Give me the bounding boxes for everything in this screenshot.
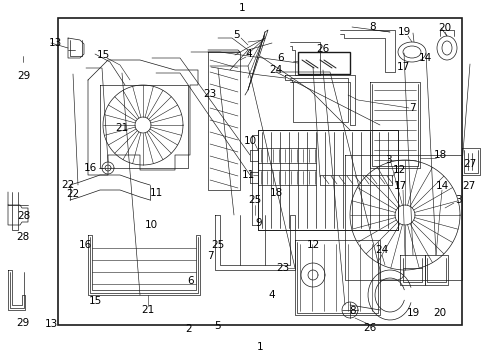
Text: 24: 24 bbox=[375, 245, 388, 255]
Text: 17: 17 bbox=[392, 181, 406, 191]
Text: 27: 27 bbox=[462, 159, 475, 169]
Text: 6: 6 bbox=[277, 53, 284, 63]
Text: 11: 11 bbox=[241, 170, 254, 180]
Text: 22: 22 bbox=[61, 180, 75, 190]
Text: 5: 5 bbox=[214, 321, 221, 331]
Text: 3: 3 bbox=[385, 155, 391, 165]
Text: 4: 4 bbox=[267, 290, 274, 300]
Text: 21: 21 bbox=[141, 305, 154, 315]
Bar bbox=[58, 18, 461, 325]
Text: 22: 22 bbox=[66, 189, 80, 199]
Text: 23: 23 bbox=[203, 89, 217, 99]
Text: 25: 25 bbox=[248, 195, 261, 205]
Text: 7: 7 bbox=[206, 251, 213, 261]
Text: 29: 29 bbox=[16, 318, 30, 328]
Text: 10: 10 bbox=[145, 220, 158, 230]
Text: 15: 15 bbox=[96, 50, 109, 60]
Text: 21: 21 bbox=[115, 123, 129, 133]
Text: 13: 13 bbox=[48, 38, 61, 48]
Text: 8: 8 bbox=[348, 306, 355, 316]
Text: 1: 1 bbox=[238, 3, 245, 13]
Text: 4: 4 bbox=[245, 49, 252, 59]
Text: 20: 20 bbox=[433, 308, 446, 318]
Text: 28: 28 bbox=[17, 211, 30, 221]
Text: 16: 16 bbox=[83, 163, 97, 173]
Text: 8: 8 bbox=[369, 22, 376, 32]
Text: 28: 28 bbox=[16, 232, 30, 242]
Text: 12: 12 bbox=[305, 240, 319, 250]
Text: 2: 2 bbox=[184, 324, 191, 334]
Text: 1: 1 bbox=[256, 342, 263, 352]
Text: 19: 19 bbox=[406, 308, 419, 318]
Text: 7: 7 bbox=[408, 103, 414, 113]
Text: 13: 13 bbox=[44, 319, 58, 329]
Text: 26: 26 bbox=[363, 323, 376, 333]
Text: 18: 18 bbox=[432, 150, 446, 160]
Text: 12: 12 bbox=[391, 165, 405, 175]
Text: 5: 5 bbox=[233, 30, 240, 40]
Text: 29: 29 bbox=[17, 71, 30, 81]
Text: 26: 26 bbox=[315, 44, 329, 54]
Text: 17: 17 bbox=[396, 62, 409, 72]
Text: 19: 19 bbox=[397, 27, 410, 37]
Text: 15: 15 bbox=[88, 296, 102, 306]
Text: 27: 27 bbox=[462, 181, 475, 191]
Text: 11: 11 bbox=[149, 188, 163, 198]
Text: 18: 18 bbox=[269, 188, 283, 198]
Text: 23: 23 bbox=[276, 263, 289, 273]
Text: 10: 10 bbox=[243, 136, 256, 146]
Text: 9: 9 bbox=[255, 218, 262, 228]
Text: 24: 24 bbox=[269, 65, 283, 75]
Text: 3: 3 bbox=[454, 195, 460, 205]
Text: 20: 20 bbox=[438, 23, 450, 33]
Text: 14: 14 bbox=[418, 53, 431, 63]
Bar bbox=[297, 52, 349, 74]
Text: 16: 16 bbox=[79, 240, 92, 250]
Text: 25: 25 bbox=[210, 240, 224, 250]
Text: 14: 14 bbox=[434, 181, 447, 191]
Text: 6: 6 bbox=[187, 276, 194, 286]
